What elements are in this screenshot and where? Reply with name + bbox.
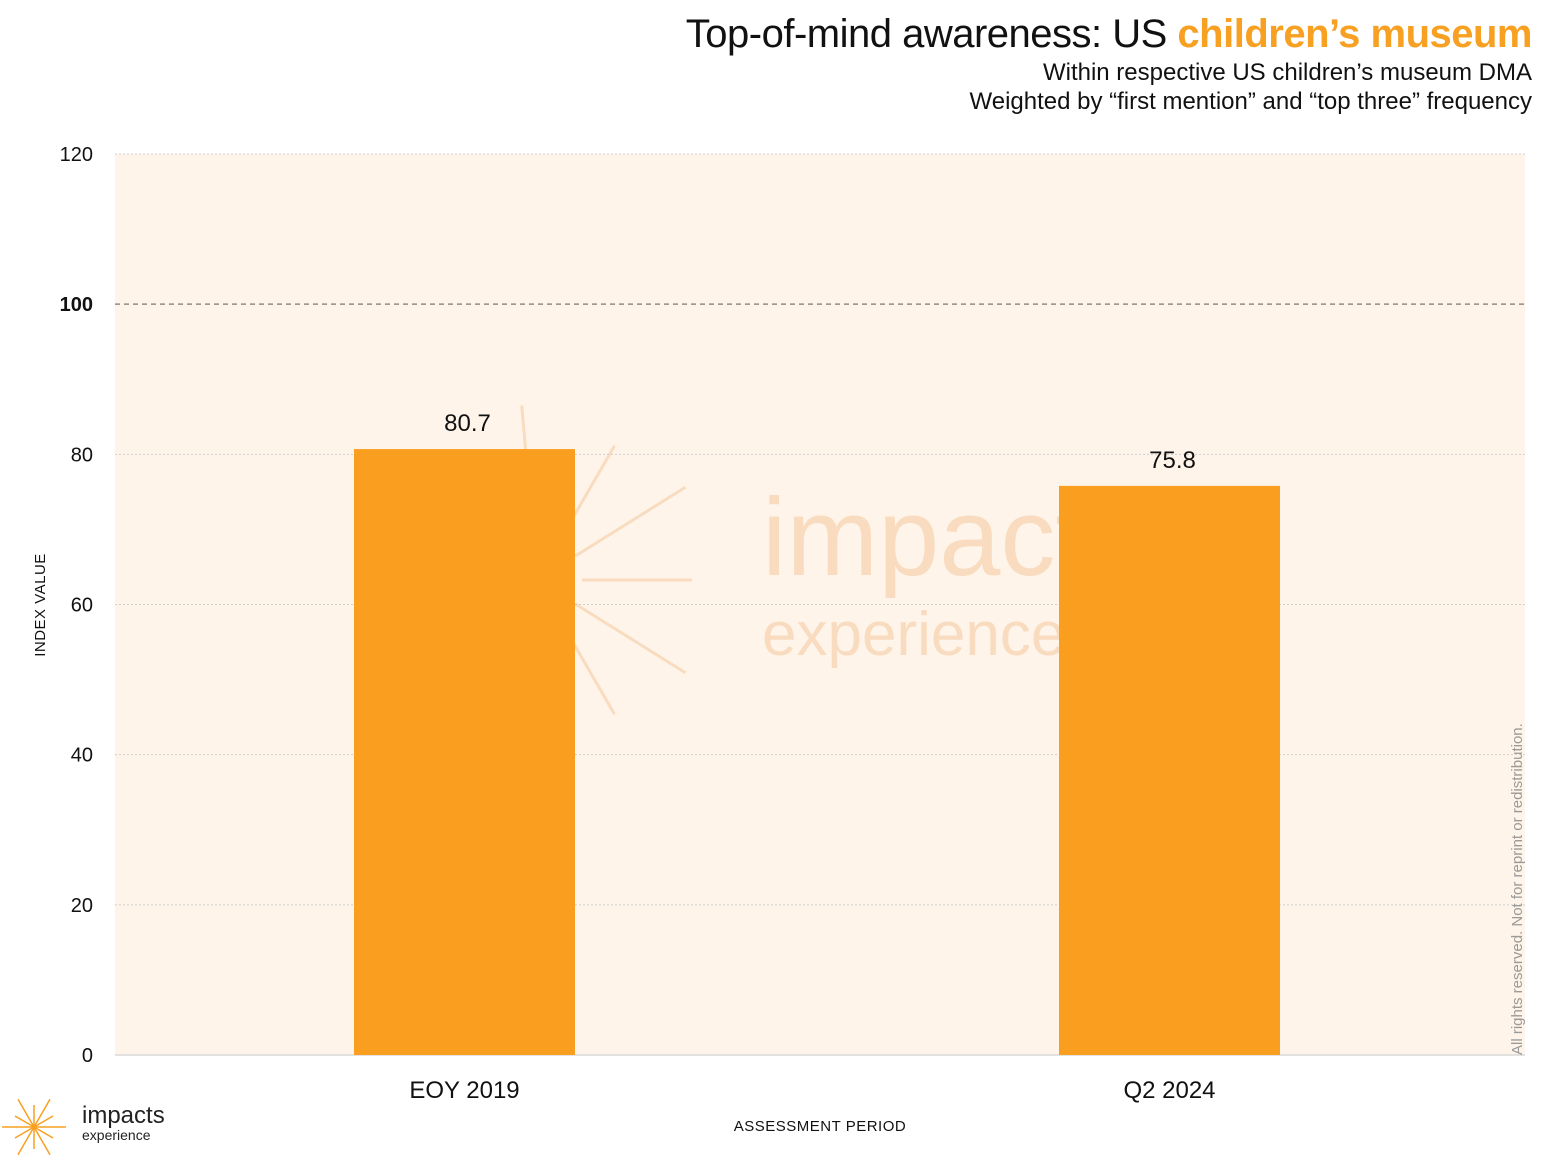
logo-ray bbox=[14, 1115, 35, 1128]
logo-ray bbox=[17, 1126, 35, 1156]
footer-logo-sub: experience bbox=[82, 1127, 151, 1143]
x-tick-label-0: EOY 2019 bbox=[409, 1077, 519, 1104]
bar-1 bbox=[1059, 485, 1280, 1055]
logo-ray bbox=[17, 1098, 35, 1128]
logo-ray bbox=[33, 1126, 51, 1156]
logo-ray bbox=[33, 1115, 54, 1128]
y-tick-label-100: 100 bbox=[60, 294, 93, 316]
y-tick-label-60: 60 bbox=[71, 595, 93, 617]
x-axis-title: ASSESSMENT PERIOD bbox=[734, 1118, 906, 1135]
watermark-ray bbox=[574, 485, 687, 558]
bar-0 bbox=[354, 449, 575, 1055]
watermark-ray bbox=[574, 602, 687, 675]
footer-logo-main: impacts bbox=[82, 1102, 165, 1129]
chart-title: Top-of-mind awareness: US children’s mus… bbox=[685, 10, 1533, 58]
y-tick-label-20: 20 bbox=[71, 895, 93, 917]
logo-ray bbox=[14, 1126, 35, 1139]
y-axis-title: INDEX VALUE bbox=[32, 553, 49, 657]
chart-title-plain: Top-of-mind awareness: US bbox=[685, 12, 1178, 56]
watermark-text-sub: experience bbox=[762, 600, 1065, 669]
y-tick-label-0: 0 bbox=[82, 1045, 93, 1067]
chart-subtitle-line2: Weighted by “first mention” and “top thr… bbox=[969, 88, 1533, 115]
y-tick-label-120: 120 bbox=[60, 144, 93, 166]
chart-title-accent: children’s museum bbox=[1177, 12, 1532, 56]
bars bbox=[354, 449, 1280, 1055]
labels: 0 20 40 60 80 100 120 80.7 EOY 2019 75.8 Q2 2024 bbox=[60, 144, 1216, 1104]
data-label-0: 80.7 bbox=[444, 410, 491, 437]
data-label-1: 75.8 bbox=[1149, 447, 1196, 474]
logo-ray bbox=[33, 1098, 51, 1128]
logo-burst-icon bbox=[2, 1098, 66, 1156]
rights-notice: All rights reserved. Not for reprint or … bbox=[1509, 723, 1526, 1055]
y-tick-label-80: 80 bbox=[71, 444, 93, 466]
logo-ray bbox=[33, 1126, 54, 1139]
title-block: Top-of-mind awareness: US children’s mus… bbox=[685, 10, 1533, 116]
chart-subtitle-line1: Within respective US children’s museum D… bbox=[1042, 59, 1532, 86]
x-tick-label-1: Q2 2024 bbox=[1123, 1077, 1215, 1104]
y-tick-label-40: 40 bbox=[71, 745, 93, 767]
gridlines bbox=[115, 153, 1525, 1056]
footer-logo: impacts experience bbox=[82, 1104, 165, 1143]
